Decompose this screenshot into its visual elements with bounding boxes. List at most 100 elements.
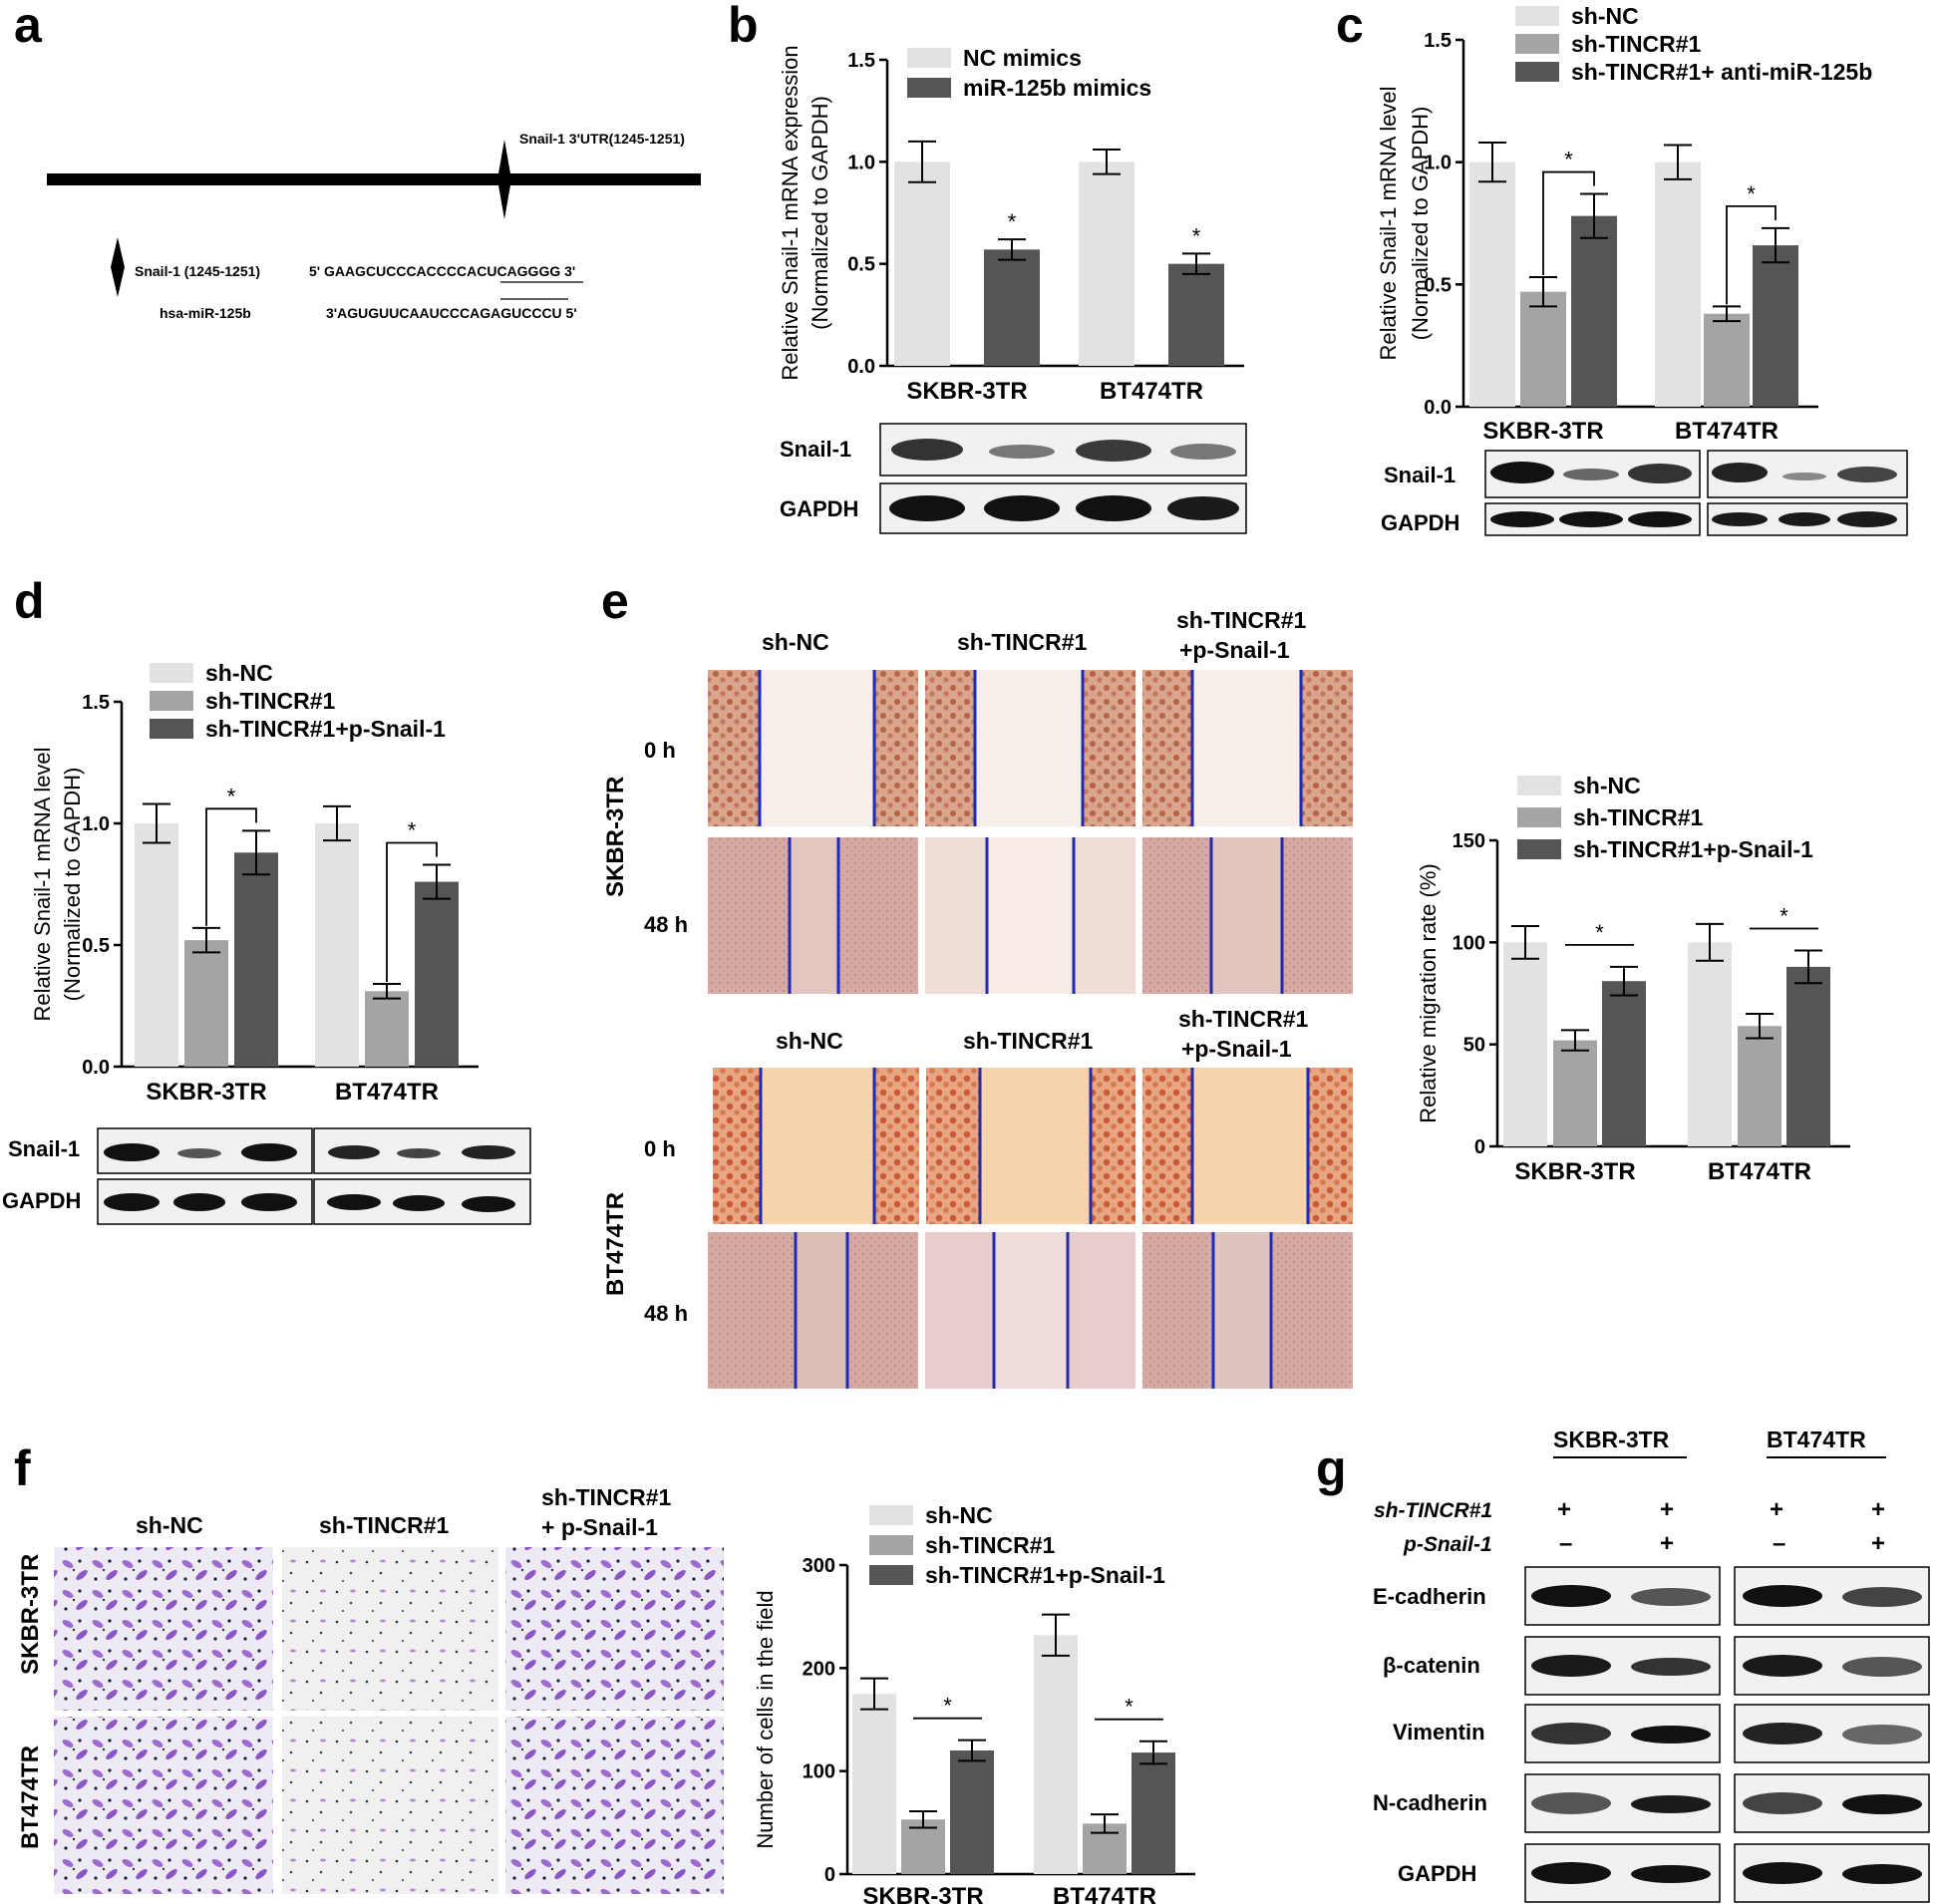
y-axis-label: (Normalized to GAPDH)	[60, 768, 85, 1002]
bar	[1786, 966, 1830, 1146]
category-label: SKBR-3TR	[906, 378, 1027, 405]
category-label: BT474TR	[1053, 1883, 1156, 1904]
legend-label: sh-TINCR#1	[1571, 31, 1702, 57]
legend-label: NC mimics	[963, 45, 1082, 71]
wound-gap	[796, 1232, 847, 1389]
blot-band	[1842, 1864, 1922, 1884]
blot-band	[241, 1143, 297, 1161]
legend-label: sh-TINCR#1	[925, 1532, 1056, 1558]
plus-sign: +	[1871, 1496, 1885, 1523]
category-label: BT474TR	[1675, 418, 1778, 445]
legend-swatch	[1515, 34, 1559, 54]
blot-band	[1743, 1655, 1822, 1677]
transwell-image	[54, 1717, 273, 1894]
plus-sign: +	[1770, 1496, 1783, 1523]
y-tick-label: 0.0	[847, 356, 875, 378]
y-tick-label: 0.5	[1424, 274, 1452, 296]
site-diamond	[111, 237, 125, 297]
bar	[184, 940, 228, 1067]
cell-front	[925, 670, 975, 826]
blot-band	[1631, 1726, 1711, 1744]
utr-line	[47, 173, 701, 185]
wound-gap	[1211, 837, 1282, 994]
blot-band	[1842, 1725, 1922, 1745]
chart-b: 0.0 0.5 1.0 1.5 Relative Snail-1 mRNA expres…	[778, 45, 1244, 405]
significance-star: *	[1564, 148, 1573, 172]
bar	[894, 161, 950, 366]
bar	[1079, 161, 1134, 366]
legend-label: sh-NC	[1573, 773, 1641, 798]
blot-band	[177, 1148, 221, 1158]
y-tick-label: 1.5	[1424, 30, 1452, 52]
blot-band	[1743, 1723, 1822, 1745]
column-label: sh-TINCR#1	[957, 629, 1088, 655]
legend-swatch	[869, 1505, 913, 1525]
significance-bracket	[386, 841, 438, 983]
legend-swatch	[869, 1535, 913, 1555]
transwell-image	[505, 1547, 724, 1711]
cell-front	[874, 1068, 919, 1224]
significance-star: *	[227, 784, 236, 808]
panel-f-images: sh-NC sh-TINCR#1 sh-TINCR#1 + p-Snail-1 …	[17, 1484, 724, 1894]
cell-line-label: SKBR-3TR	[602, 777, 629, 897]
bar	[1168, 263, 1224, 366]
blot-label-b-catenin: β-catenin	[1383, 1653, 1480, 1678]
transwell-image	[505, 1717, 724, 1894]
column-label: sh-TINCR#1	[1176, 607, 1307, 633]
blot-label-vimentin: Vimentin	[1393, 1720, 1485, 1745]
column-label: sh-NC	[776, 1028, 843, 1054]
cell-front	[1308, 1068, 1353, 1224]
significance-star: *	[943, 1694, 952, 1719]
blot-b: Snail-1 GAPDH	[780, 423, 1247, 534]
legend-label: sh-TINCR#1	[205, 688, 336, 714]
category-label: SKBR-3TR	[1482, 418, 1603, 445]
blot-label-n-cadherin: N-cadherin	[1373, 1790, 1487, 1815]
wound-gap	[790, 837, 838, 994]
category-label: SKBR-3TR	[1514, 1158, 1635, 1185]
legend-swatch	[150, 663, 193, 683]
blot-band	[397, 1148, 441, 1158]
time-label: 48 h	[644, 912, 688, 937]
category-label: BT474TR	[1100, 378, 1203, 405]
transwell-image	[282, 1547, 498, 1711]
bar	[1553, 1040, 1597, 1146]
group-label: SKBR-3TR	[1553, 1427, 1670, 1452]
blot-label-snail: Snail-1	[1384, 463, 1455, 487]
plus-sign: +	[1557, 1496, 1571, 1523]
y-axis-label: (Normalized to GAPDH)	[1408, 107, 1433, 341]
cell-front	[1142, 670, 1192, 826]
legend-label: sh-TINCR#1+ anti-miR-125b	[1571, 59, 1872, 85]
blot-label-snail: Snail-1	[780, 437, 851, 462]
blot-label-snail: Snail-1	[8, 1136, 80, 1161]
chart-d: 0.0 0.5 1.0 1.5 Relative Snail-1 mRNA level(…	[30, 660, 479, 1106]
cell-line-label: BT474TR	[602, 1192, 629, 1296]
mir-label: hsa-miR-125b	[160, 305, 251, 321]
column-label: +p-Snail-1	[1179, 637, 1290, 663]
chart-c: 0.0 0.5 1.0 1.5 Relative Snail-1 mRNA level (…	[1376, 3, 1872, 445]
utr-label: Snail-1 3'UTR(1245-1251)	[519, 131, 685, 147]
panel-e-images: sh-NC sh-TINCR#1 sh-TINCR#1 +p-Snail-1 s…	[602, 607, 1353, 1389]
blot-band	[1563, 469, 1619, 480]
legend-swatch	[869, 1565, 913, 1585]
bar	[315, 823, 359, 1067]
legend-swatch	[150, 691, 193, 711]
significance-star: *	[1192, 223, 1201, 248]
blot-band	[1778, 512, 1830, 526]
blot-band	[1531, 1862, 1611, 1884]
column-label: sh-TINCR#1	[319, 1512, 450, 1538]
category-label: BT474TR	[335, 1079, 439, 1106]
bar	[1753, 245, 1798, 407]
group-label: BT474TR	[1767, 1427, 1866, 1452]
significance-star: *	[1779, 904, 1788, 929]
legend-label: sh-NC	[1571, 3, 1639, 29]
legend-label: sh-NC	[925, 1502, 993, 1528]
y-tick-label: 0.5	[82, 935, 110, 957]
blot-band	[104, 1193, 160, 1211]
y-axis-label: Number of cells in the field	[753, 1590, 778, 1848]
significance-bracket	[1542, 170, 1595, 275]
blot-band	[889, 495, 965, 521]
column-label: sh-TINCR#1	[1178, 1006, 1309, 1032]
y-tick-label: 300	[803, 1555, 835, 1577]
bar	[415, 881, 459, 1067]
legend-label: sh-TINCR#1	[1573, 804, 1704, 830]
